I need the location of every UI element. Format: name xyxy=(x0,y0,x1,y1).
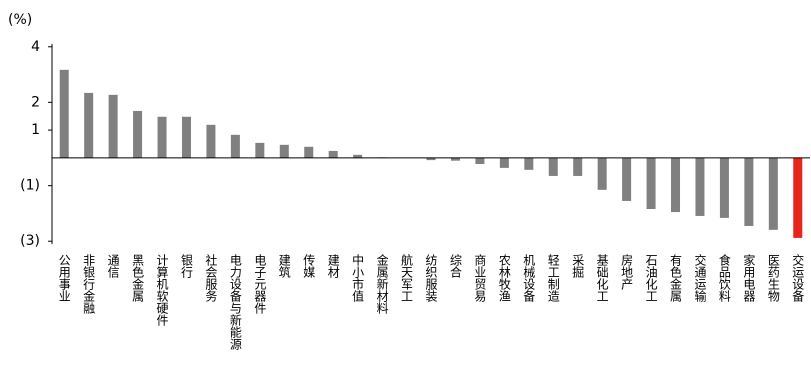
y-tick-label: 2 xyxy=(31,94,40,110)
x-tick-label: 石油化工 xyxy=(644,254,658,302)
x-tick-label: 电子元器件 xyxy=(253,254,267,314)
x-tick-label: 农林牧渔 xyxy=(497,254,511,302)
x-tick-label: 家用电器 xyxy=(742,253,756,303)
bar xyxy=(720,158,729,218)
bar xyxy=(206,125,215,158)
bar xyxy=(255,143,264,158)
bar xyxy=(769,158,778,230)
x-tick-label: 商业贸易 xyxy=(473,253,487,303)
x-tick-label: 建材 xyxy=(326,254,340,278)
x-tick-label: 建筑 xyxy=(277,254,291,278)
bar xyxy=(549,158,558,176)
x-tick-label: 交通运输 xyxy=(693,253,707,303)
y-tick-label: 4 xyxy=(31,39,40,55)
bar xyxy=(84,93,93,158)
bar xyxy=(647,158,656,209)
x-tick-label: 轻工制造 xyxy=(546,254,560,302)
x-tick-label: 航天军工 xyxy=(400,253,414,302)
bar xyxy=(598,158,607,190)
x-tick-label: 房地产 xyxy=(620,253,634,291)
x-tick-label: 通信 xyxy=(106,254,120,279)
x-tick-label: 交运设备 xyxy=(791,253,805,303)
bar xyxy=(475,158,484,164)
x-tick-label: 非银行金融 xyxy=(82,254,96,315)
bar xyxy=(500,158,509,168)
x-tick-label: 金属新材料 xyxy=(375,253,389,314)
x-tick-label: 银行 xyxy=(179,254,193,278)
x-tick-label: 电力设备与新能源 xyxy=(228,254,242,351)
x-tick-label: 机械设备 xyxy=(522,254,536,303)
bar xyxy=(622,158,631,201)
bar xyxy=(329,151,338,158)
x-tick-label: 有色金属 xyxy=(669,254,683,303)
x-tick-label: 基础化工 xyxy=(595,254,609,302)
bar xyxy=(158,117,167,158)
bar xyxy=(671,158,680,212)
bar xyxy=(133,111,142,158)
bar xyxy=(60,70,69,158)
bar xyxy=(524,158,533,170)
x-tick-label: 社会服务 xyxy=(204,253,218,302)
bar xyxy=(280,145,289,158)
x-tick-label: 纺织服装 xyxy=(424,254,438,303)
bar xyxy=(304,147,313,158)
y-tick-label: (3) xyxy=(20,233,40,249)
y-axis-label: (%) xyxy=(8,12,32,28)
x-tick-label: 采掘 xyxy=(571,254,585,279)
bar xyxy=(182,117,191,158)
bar xyxy=(793,158,802,238)
x-tick-label: 综合 xyxy=(448,254,462,278)
bar xyxy=(744,158,753,226)
bar xyxy=(573,158,582,176)
y-tick-label: (1) xyxy=(20,178,40,194)
bar xyxy=(109,95,118,158)
x-tick-label: 传媒 xyxy=(302,253,316,278)
x-tick-label: 医药生物 xyxy=(766,254,780,302)
x-tick-label: 中小市值 xyxy=(351,253,365,303)
x-tick-label: 食品饮料 xyxy=(717,253,731,302)
bar xyxy=(231,135,240,158)
x-tick-label: 计算机软硬件 xyxy=(155,254,169,326)
x-tick-label: 黑色金属 xyxy=(131,254,145,303)
y-tick-label: 1 xyxy=(31,122,40,138)
bar xyxy=(695,158,704,216)
x-tick-label: 公用事业 xyxy=(57,254,71,302)
